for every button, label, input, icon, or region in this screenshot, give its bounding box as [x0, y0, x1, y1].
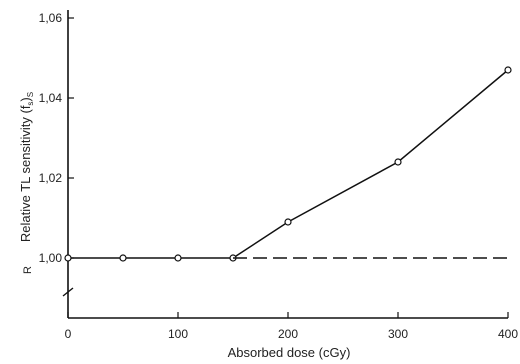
y-tick-label: 1,04 [39, 91, 63, 105]
solid-series-line [68, 69, 509, 259]
data-point [64, 254, 72, 262]
y-tick-label: 1,00 [39, 251, 63, 265]
y-tick-label: 1,02 [39, 171, 63, 185]
data-point [394, 158, 402, 166]
series-layer [64, 66, 512, 262]
data-point [119, 254, 127, 262]
data-point [504, 66, 512, 74]
x-tick-label: 100 [168, 327, 188, 341]
data-point [174, 254, 182, 262]
ticks: 0 100 200 300 400 1,00 1,02 1,04 1,06 [39, 11, 519, 341]
x-tick-label: 0 [65, 327, 72, 341]
y-axis-label-close: ) [18, 97, 33, 101]
axis-break-mark [62, 287, 74, 297]
y-axis-label: Relative TL sensitivity (fs)S [18, 92, 35, 242]
x-axis-label: Absorbed dose (cGy) [228, 345, 351, 360]
y-axis-label-main: Relative TL sensitivity (f [18, 105, 33, 242]
data-point [284, 218, 292, 226]
x-tick-label: 200 [278, 327, 298, 341]
y-axis-label-sub: s [26, 102, 35, 106]
x-tick-label: 400 [498, 327, 518, 341]
y-tick-label: 1,06 [39, 11, 63, 25]
axes [62, 10, 508, 319]
y-side-label: R [22, 266, 34, 274]
x-tick-label: 300 [388, 327, 408, 341]
y-axis-label-sub2: S [26, 92, 35, 97]
